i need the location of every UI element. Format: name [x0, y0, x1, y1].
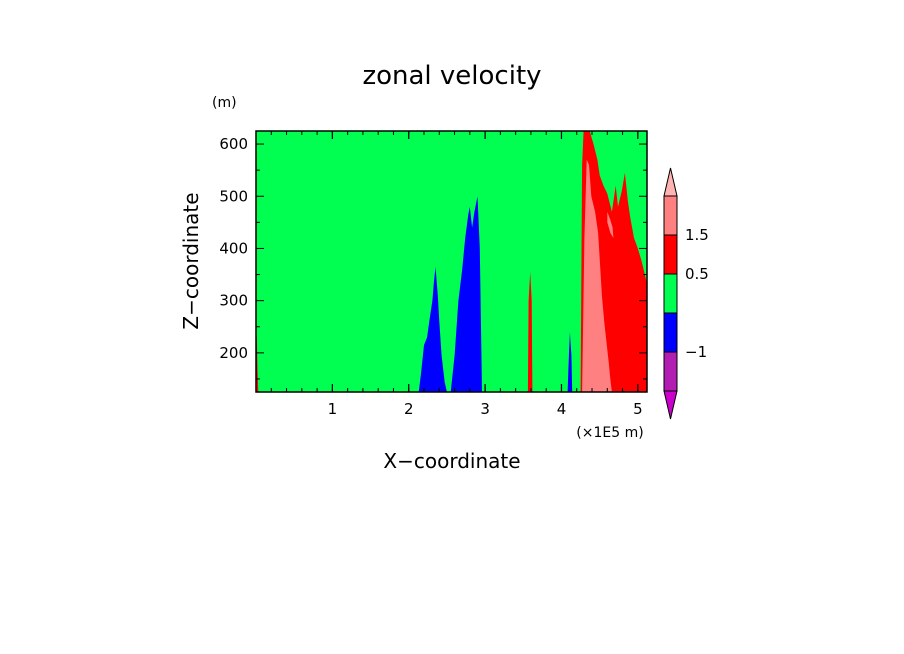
y-axis: 200 300 400 500 600 — [219, 135, 647, 380]
colorbar-bin-magenta — [663, 351, 678, 392]
field-region-blue — [418, 266, 447, 392]
field-region-blue — [450, 196, 482, 392]
x-tick-label: 4 — [557, 400, 567, 418]
x-tick-label: 2 — [404, 400, 414, 418]
y-axis-title: Z−coordinate — [179, 192, 203, 329]
field-region-blue — [567, 332, 573, 392]
colorbar-label: 1.5 — [685, 226, 709, 244]
y-tick-label: 600 — [219, 135, 248, 153]
y-tick-label: 300 — [219, 292, 248, 310]
x-axis: 1 2 3 4 5 — [270, 131, 643, 418]
field-region-pink — [607, 211, 614, 238]
y-tick-label: 200 — [219, 344, 248, 362]
chart-title: zonal velocity — [362, 61, 541, 91]
colorbar-bin-pink — [663, 195, 678, 236]
x-tick-label: 1 — [328, 400, 338, 418]
plot-area — [255, 130, 648, 393]
colorbar-label: 0.5 — [685, 265, 709, 283]
field-region-red — [527, 271, 533, 392]
y-tick-label: 500 — [219, 187, 248, 205]
y-tick-label: 400 — [219, 239, 248, 257]
colorbar-bin-blue — [663, 312, 678, 353]
colorbar-label: −1 — [685, 343, 707, 361]
colorbar-extend-low — [663, 390, 678, 420]
y-unit-label: (m) — [212, 95, 237, 111]
colorbar-bin-red — [663, 234, 678, 275]
colorbar: −1 0.5 1.5 — [663, 167, 709, 420]
x-tick-label: 5 — [633, 400, 643, 418]
x-tick-label: 3 — [480, 400, 490, 418]
colorbar-extend-high — [663, 167, 678, 197]
x-axis-title: X−coordinate — [383, 449, 520, 473]
field-region-pink — [582, 159, 612, 392]
colorbar-bin-green — [663, 273, 678, 314]
x-unit-label: (×1E5 m) — [576, 425, 643, 441]
plot-frame — [255, 130, 648, 393]
